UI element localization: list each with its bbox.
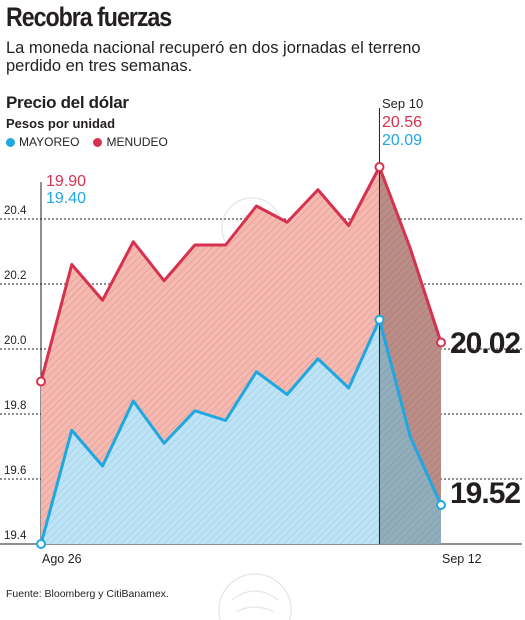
menudeo-line [39, 165, 443, 382]
end-mayoreo-label: 19.52 [450, 477, 520, 510]
y-tick-label: 20.4 [4, 205, 27, 217]
legend-item-menudeo: MENUDEO [93, 135, 168, 149]
peak-menudeo-label: 20.56 [382, 114, 422, 131]
legend-item-mayoreo: MAYOREO [6, 135, 79, 149]
y-tick-label: 19.8 [4, 400, 26, 412]
recovery-shade [379, 167, 441, 544]
menudeo-dot-icon [93, 137, 103, 147]
legend: MAYOREO MENUDEO [6, 135, 168, 149]
mayoreo-point [36, 539, 46, 549]
source-note: Fuente: Bloomberg y CitiBanamex. [6, 588, 169, 600]
mayoreo-dot-icon [6, 137, 15, 147]
subtitle: La moneda nacional recuperó en dos jorna… [6, 39, 421, 75]
start-mayoreo-label: 19.40 [46, 190, 86, 207]
menudeo-point [36, 376, 46, 387]
headline: Recobra fuerzas [6, 2, 172, 32]
area-layer [41, 167, 441, 544]
mayoreo-line [39, 318, 443, 545]
peak-mayoreo-label: 20.09 [382, 132, 422, 149]
mayoreo-point [436, 500, 446, 510]
line-layer [36, 162, 446, 549]
y-tick-label: 20.0 [4, 335, 26, 347]
chart-title: Precio del dólar [6, 93, 129, 112]
x-tick-label-last: Sep 12 [442, 552, 482, 566]
x-tick-label-first: Ago 26 [42, 552, 82, 566]
mayoreo-point [374, 314, 385, 325]
chart-unit: Pesos por unidad [6, 116, 116, 131]
mayoreo-area [41, 319, 441, 544]
menudeo-point [436, 337, 446, 348]
y-tick-label: 19.6 [4, 465, 26, 477]
legend-label-mayoreo: MAYOREO [19, 135, 80, 149]
highlight-layer [378, 108, 441, 544]
start-menudeo-label: 19.90 [46, 173, 86, 190]
end-menudeo-label: 20.02 [450, 327, 520, 360]
y-tick-label: 19.4 [4, 530, 27, 542]
legend-label-menudeo: MENUDEO [106, 135, 168, 149]
menudeo-point [374, 162, 385, 172]
y-tick-label: 20.2 [4, 270, 26, 282]
peak-date-label: Sep 10 [382, 96, 423, 111]
